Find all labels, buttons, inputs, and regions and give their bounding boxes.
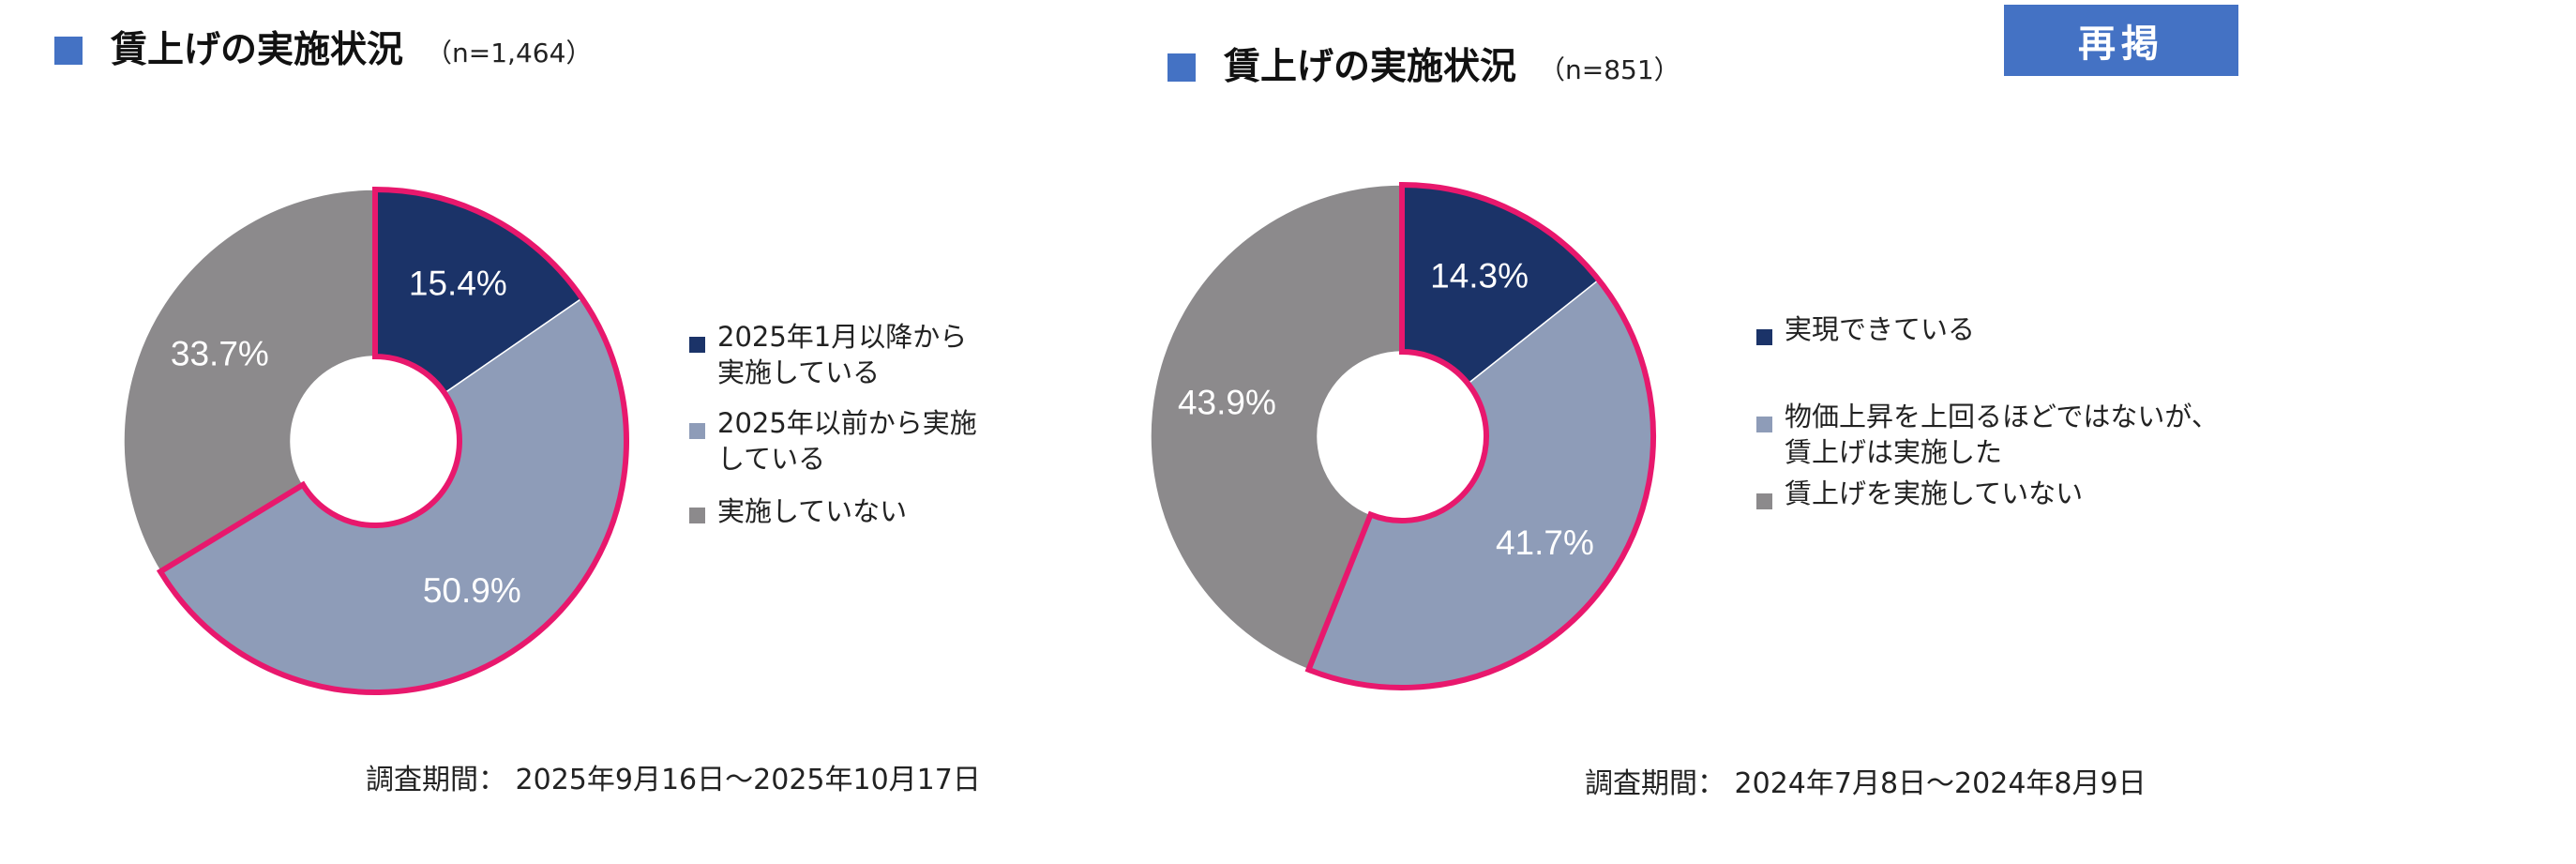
legend-label: 実現できている: [1785, 313, 1976, 345]
slice-value-label: 50.9%: [423, 571, 521, 610]
legend-label: 実施していない: [717, 495, 908, 527]
donut-chart-left: 15.4% 50.9% 33.7%: [123, 186, 629, 695]
sample-size: （n=851）: [1539, 54, 1680, 85]
donut-chart-right: 14.3% 41.7% 43.9%: [1150, 181, 1656, 690]
legend-label: 物価上昇を上回るほどではないが、 賃上げは実施した: [1785, 401, 2219, 468]
highlight-outline: [1304, 181, 1656, 690]
title-bullet-icon: [1167, 53, 1196, 82]
chart-title-text: 賃上げの実施状況: [1224, 46, 1517, 88]
chart-title-right: 賃上げの実施状況 （n=851）: [1167, 38, 1680, 90]
legend-swatch: [689, 337, 705, 353]
legend-label: 2025年以前から実施 している: [717, 407, 977, 475]
highlight-outline: [156, 186, 629, 695]
legend-label: 2025年1月以降から 実施している: [717, 321, 968, 388]
legend-swatch: [1756, 417, 1772, 432]
legend-left: 2025年1月以降から 実施している 2025年以前から実施 している 実施して…: [689, 319, 1139, 544]
slice-value-label: 15.4%: [409, 264, 507, 302]
legend-label: 賃上げを実施していない: [1785, 477, 2084, 509]
slice-value-label: 43.9%: [1178, 384, 1276, 422]
donut-slice: [1150, 184, 1403, 671]
sample-size: （n=1,464）: [426, 38, 593, 68]
chart-title-text: 賃上げの実施状況: [111, 29, 404, 71]
slice-value-label: 33.7%: [171, 334, 269, 372]
legend-swatch: [1756, 329, 1772, 345]
legend-swatch: [1756, 493, 1772, 509]
chart-title-left: 賃上げの実施状況 （n=1,464）: [54, 21, 592, 73]
legend-swatch: [689, 423, 705, 439]
survey-period-right: 調査期間： 2024年7月8日～2024年8月9日: [1585, 767, 2147, 800]
slice-value-label: 41.7%: [1496, 523, 1594, 562]
legend-right: 実現できている 物価上昇を上回るほどではないが、 賃上げは実施した 賃上げを実施…: [1756, 311, 2338, 537]
donut-slice: [123, 189, 376, 573]
legend-swatch: [689, 508, 705, 523]
slice-value-label: 14.3%: [1430, 256, 1529, 295]
title-bullet-icon: [54, 37, 83, 65]
survey-period-left: 調査期間： 2025年9月16日～2025年10月17日: [366, 764, 981, 796]
repost-badge: 再掲: [2004, 5, 2238, 76]
